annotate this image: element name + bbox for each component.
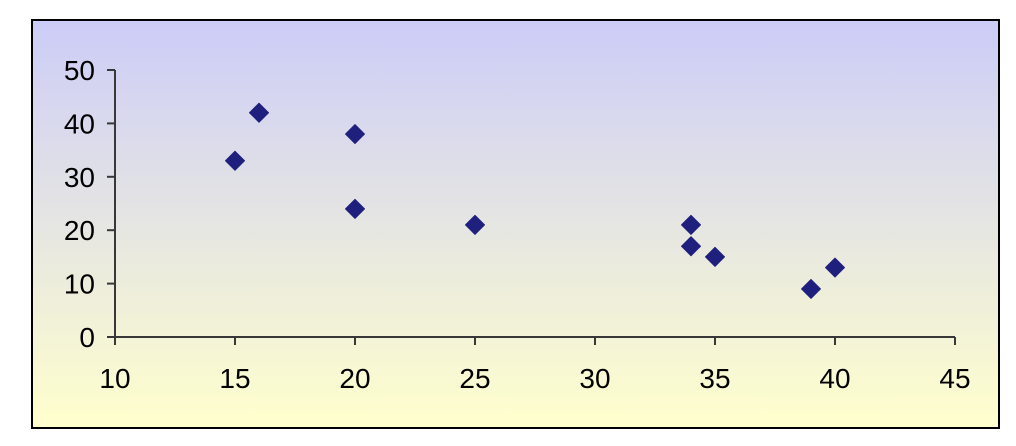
x-tick-label: 10 bbox=[99, 363, 130, 394]
x-tick-label: 20 bbox=[339, 363, 370, 394]
x-tick-label: 15 bbox=[219, 363, 250, 394]
x-tick-label: 35 bbox=[699, 363, 730, 394]
y-tick-label: 50 bbox=[64, 55, 95, 86]
y-tick-label: 30 bbox=[64, 162, 95, 193]
data-point bbox=[225, 150, 245, 171]
chart-frame: 0 10 20 30 40 50 10 15 20 25 30 35 40 45 bbox=[31, 19, 1000, 429]
x-tick-label: 45 bbox=[939, 363, 970, 394]
x-tick-label: 30 bbox=[579, 363, 610, 394]
data-point bbox=[345, 124, 365, 145]
data-point bbox=[465, 214, 485, 235]
data-point bbox=[345, 198, 365, 219]
y-tick-label: 0 bbox=[79, 322, 95, 353]
data-point bbox=[705, 246, 725, 267]
x-tick-label: 40 bbox=[819, 363, 850, 394]
data-point bbox=[249, 102, 269, 123]
data-point bbox=[681, 214, 701, 235]
x-tick-label: 25 bbox=[459, 363, 490, 394]
data-point bbox=[825, 257, 845, 278]
y-tick-label: 10 bbox=[64, 269, 95, 300]
y-tick-label: 20 bbox=[64, 215, 95, 246]
data-point bbox=[801, 278, 821, 299]
data-point bbox=[681, 236, 701, 257]
y-tick-label: 40 bbox=[64, 108, 95, 139]
